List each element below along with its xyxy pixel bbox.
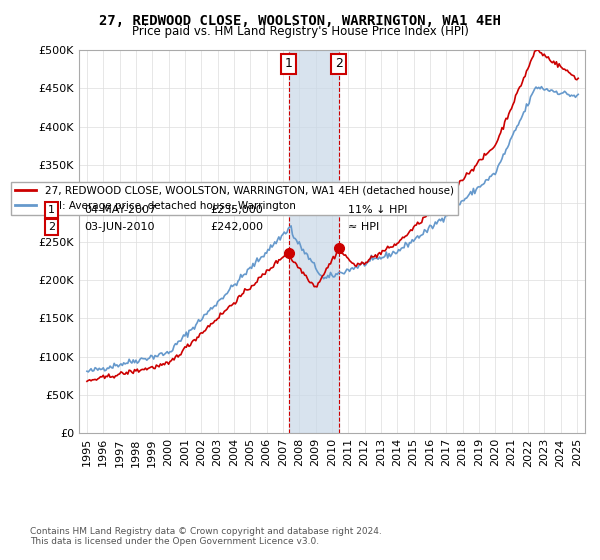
Text: 1: 1	[284, 58, 293, 71]
Text: £242,000: £242,000	[210, 222, 263, 232]
Text: 2: 2	[335, 58, 343, 71]
Legend: 27, REDWOOD CLOSE, WOOLSTON, WARRINGTON, WA1 4EH (detached house), HPI: Average : 27, REDWOOD CLOSE, WOOLSTON, WARRINGTON,…	[11, 181, 458, 215]
Text: ≈ HPI: ≈ HPI	[348, 222, 379, 232]
Text: 11% ↓ HPI: 11% ↓ HPI	[348, 205, 407, 215]
Text: 2: 2	[48, 222, 55, 232]
Text: 1: 1	[48, 205, 55, 215]
Text: 04-MAY-2007: 04-MAY-2007	[84, 205, 156, 215]
Text: Contains HM Land Registry data © Crown copyright and database right 2024.
This d: Contains HM Land Registry data © Crown c…	[30, 526, 382, 546]
Text: Price paid vs. HM Land Registry's House Price Index (HPI): Price paid vs. HM Land Registry's House …	[131, 25, 469, 38]
Text: 03-JUN-2010: 03-JUN-2010	[84, 222, 155, 232]
Text: 27, REDWOOD CLOSE, WOOLSTON, WARRINGTON, WA1 4EH: 27, REDWOOD CLOSE, WOOLSTON, WARRINGTON,…	[99, 14, 501, 28]
Text: £235,000: £235,000	[210, 205, 263, 215]
Bar	[289, 50, 339, 433]
